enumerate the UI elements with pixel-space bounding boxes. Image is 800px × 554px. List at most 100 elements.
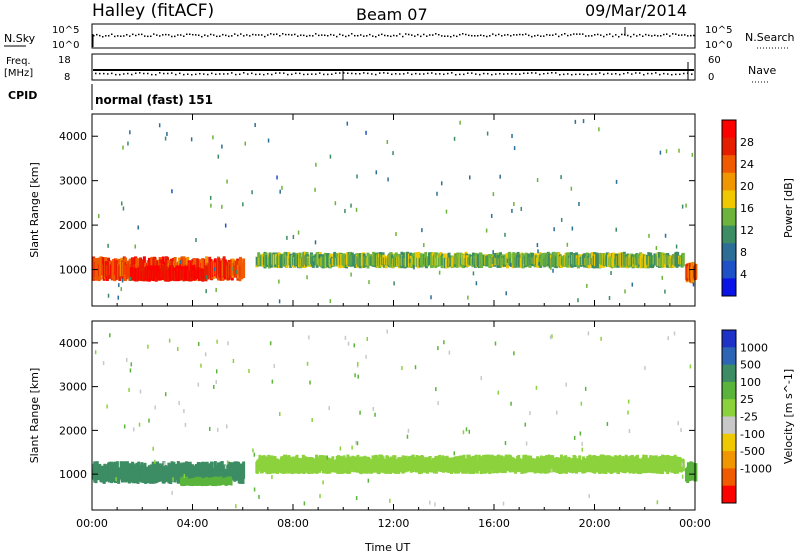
sporadic-echo [209, 195, 212, 200]
sporadic-echo [492, 250, 494, 255]
nsky-point [384, 34, 386, 37]
nsky-point [312, 35, 314, 37]
sporadic-echo [556, 410, 558, 415]
freq-tick-bottom: 8 [64, 72, 70, 83]
sporadic-echo [213, 267, 216, 272]
nsky-point [519, 33, 521, 36]
colorbar-segment [722, 155, 736, 174]
sporadic-echo [344, 335, 347, 340]
nave-point [223, 73, 225, 75]
nave-point [407, 72, 409, 74]
range-gate-cell [242, 258, 246, 279]
sporadic-echo [553, 227, 555, 232]
sporadic-echo [570, 186, 573, 191]
nave-point [231, 72, 233, 74]
freq-tick-top: 18 [58, 55, 71, 66]
colorbar-segment [722, 260, 736, 279]
nsky-point [423, 33, 425, 36]
sporadic-echo [492, 192, 495, 197]
nave-tick-bottom: 0 [708, 72, 714, 83]
nave-point [127, 72, 129, 75]
nave-point [375, 73, 377, 76]
nave-point [607, 72, 609, 75]
sporadic-echo [490, 213, 493, 218]
sporadic-echo [125, 357, 128, 362]
nave-point [323, 73, 325, 76]
nave-point [211, 72, 213, 75]
nsky-point [210, 33, 212, 36]
sporadic-echo [440, 181, 443, 186]
sporadic-echo [322, 480, 324, 485]
nsky-point [588, 35, 590, 37]
nsky-label: N.Sky [4, 32, 36, 45]
sporadic-echo [392, 151, 394, 156]
nsearch-label: N.Search [745, 31, 795, 44]
nsky-point [561, 34, 563, 36]
sporadic-echo [312, 257, 315, 262]
nsky-point [216, 35, 218, 38]
sporadic-echo [578, 201, 580, 206]
nave-point [663, 72, 665, 75]
colorbar-segment [722, 190, 736, 209]
sporadic-echo [659, 150, 662, 155]
sporadic-echo [480, 376, 483, 381]
nave-point [319, 72, 321, 74]
sporadic-echo [580, 401, 583, 406]
sporadic-echo [610, 271, 612, 276]
sporadic-echo [413, 265, 415, 270]
nave-point [287, 73, 289, 76]
sporadic-echo [524, 422, 527, 427]
sporadic-echo [535, 385, 538, 390]
nsky-point [579, 33, 581, 35]
nsky-point [507, 33, 509, 36]
sporadic-echo [134, 244, 136, 249]
sporadic-echo [355, 496, 358, 501]
sporadic-echo [98, 214, 100, 219]
sporadic-echo [469, 175, 471, 180]
sporadic-echo [309, 380, 311, 385]
sporadic-echo [276, 175, 278, 180]
nsky-point [549, 34, 551, 36]
sporadic-echo [506, 258, 509, 263]
y-tick-label: 1000 [59, 264, 87, 277]
sporadic-echo [689, 364, 692, 369]
nave-point [419, 73, 421, 75]
sporadic-echo [443, 340, 445, 345]
nsky-point [540, 35, 542, 37]
nsky-point [387, 35, 389, 37]
sporadic-echo [129, 276, 132, 281]
colorbar-segment [722, 485, 736, 504]
nave-point [307, 73, 309, 76]
sporadic-echo [436, 191, 438, 196]
sporadic-echo [465, 427, 468, 432]
sporadic-echo [129, 130, 131, 135]
sporadic-echo [406, 434, 409, 439]
sporadic-echo [513, 146, 516, 151]
sporadic-echo [401, 366, 403, 371]
sporadic-echo [217, 154, 220, 159]
nsky-point [177, 34, 179, 36]
sporadic-echo [244, 141, 247, 146]
colorbar-segment [722, 468, 736, 487]
sporadic-echo [329, 154, 332, 159]
nave-point [343, 72, 345, 74]
nsky-point [411, 34, 413, 36]
sporadic-echo [107, 243, 109, 248]
nsky-point [360, 34, 362, 36]
nave-point [619, 73, 621, 76]
nsky-point [630, 35, 632, 38]
x-tick-label: 04:00 [177, 517, 209, 530]
nsky-point [378, 34, 380, 36]
nave-point [363, 72, 365, 74]
nsky-point [126, 34, 128, 36]
nave-point [207, 73, 209, 76]
nave-point [159, 72, 161, 74]
y-axis-label: Slant Range [km] [28, 368, 41, 464]
x-tick-label: 08:00 [277, 517, 309, 530]
nave-point [591, 73, 593, 75]
nsky-point [261, 34, 263, 36]
nsky-point [345, 35, 347, 38]
sporadic-echo [505, 291, 507, 296]
sporadic-echo [306, 275, 308, 280]
nsky-point [225, 34, 227, 37]
